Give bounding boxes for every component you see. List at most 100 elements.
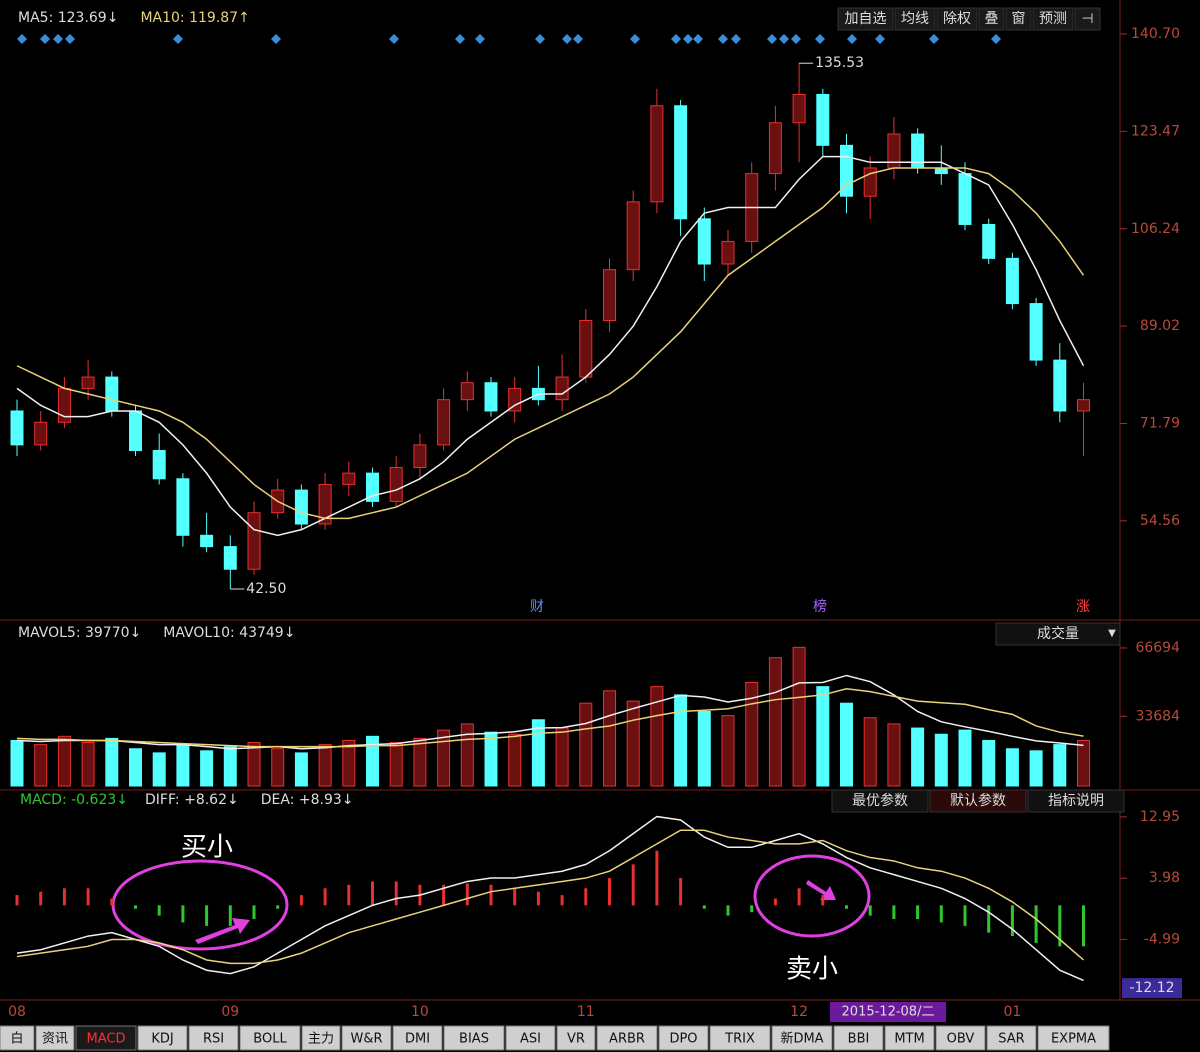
tab-label[interactable]: BBI (848, 1032, 870, 1047)
tab[interactable] (556, 1025, 596, 1051)
toolbar-button-label[interactable]: 除权 (943, 11, 971, 27)
tab[interactable] (596, 1025, 658, 1051)
volume-bar (389, 742, 403, 787)
toolbar-button[interactable] (894, 7, 936, 31)
indicator-button[interactable] (1027, 789, 1125, 813)
volume-bar (863, 717, 877, 787)
toolbar-button[interactable] (1032, 7, 1074, 31)
tab[interactable] (0, 1025, 35, 1051)
tab-label[interactable]: W&R (350, 1032, 382, 1047)
tab[interactable] (443, 1025, 505, 1051)
candle-body (318, 483, 332, 525)
tab-label[interactable]: BOLL (253, 1032, 287, 1047)
tab[interactable] (709, 1025, 771, 1051)
toolbar-button-label[interactable]: 均线 (901, 11, 929, 27)
tab[interactable] (935, 1025, 986, 1051)
dropdown-icon[interactable]: ▼ (1108, 628, 1116, 639)
signal-diamond (562, 34, 572, 44)
annotation-arrow (806, 880, 836, 900)
tab[interactable] (239, 1025, 301, 1051)
y-tick-label: 106.24 (1131, 221, 1180, 237)
tab-label[interactable]: VR (567, 1032, 585, 1047)
toolbar-button[interactable] (1074, 7, 1101, 31)
tab-label[interactable]: DMI (405, 1032, 430, 1047)
y-tick-label: 66694 (1135, 640, 1180, 656)
signal-diamond (847, 34, 857, 44)
tab-label[interactable]: TRIX (724, 1032, 755, 1047)
tab[interactable] (833, 1025, 884, 1051)
tab-label[interactable]: 资讯 (42, 1032, 68, 1047)
tab[interactable] (75, 1025, 137, 1051)
toolbar-button-label[interactable]: ⊣ (1081, 11, 1093, 27)
tab[interactable] (341, 1025, 392, 1051)
y-tick-label: 12.95 (1140, 809, 1180, 825)
legend-entry: MAVOL10: 43749↓ (163, 625, 295, 641)
indicator-button-label[interactable]: 指标说明 (1048, 793, 1104, 809)
toolbar-button-label[interactable]: 加自选 (845, 11, 887, 27)
volume-bar (745, 682, 759, 787)
toolbar-button[interactable] (936, 7, 978, 31)
indicator-select-label[interactable]: 成交量 (1037, 625, 1079, 642)
cursor-date-box (830, 1002, 946, 1022)
volume-bar (958, 729, 972, 787)
tab-label[interactable]: SAR (998, 1032, 1024, 1047)
tab[interactable] (986, 1025, 1037, 1051)
tab[interactable] (137, 1025, 188, 1051)
line-series (16, 687, 1084, 748)
volume-bar (152, 752, 166, 787)
tab-label[interactable]: ASI (520, 1032, 541, 1047)
volume-bar (342, 739, 356, 787)
tab-label[interactable]: EXPMA (1051, 1032, 1096, 1047)
signal-diamond (65, 34, 75, 44)
indicator-button-label[interactable]: 最优参数 (852, 792, 908, 809)
tab-label[interactable]: OBV (947, 1032, 975, 1047)
tab[interactable] (771, 1025, 833, 1051)
tab-label[interactable]: ARBR (609, 1032, 645, 1047)
legend-entry: DEA: +8.93↓ (261, 792, 354, 808)
tab[interactable] (884, 1025, 935, 1051)
toolbar-button-label[interactable]: 窗 (1012, 10, 1026, 27)
indicator-button[interactable] (831, 789, 929, 813)
toolbar-button[interactable] (1005, 7, 1032, 31)
tab[interactable] (188, 1025, 239, 1051)
tab-label[interactable]: 主力 (308, 1032, 334, 1047)
volume-bar (626, 700, 640, 787)
tab[interactable] (505, 1025, 556, 1051)
toolbar-button[interactable] (978, 7, 1005, 31)
volume-bar (650, 686, 664, 787)
tab-label[interactable]: KDJ (151, 1032, 173, 1047)
indicator-select[interactable] (995, 622, 1121, 646)
tab-label[interactable]: MTM (894, 1032, 924, 1047)
toolbar-button[interactable] (837, 7, 894, 31)
tab-label[interactable]: RSI (203, 1032, 224, 1047)
signal-diamond (791, 34, 801, 44)
volume-bar (508, 733, 522, 787)
current-value-box (1122, 978, 1182, 999)
tab-label[interactable]: BIAS (459, 1032, 489, 1047)
y-tick-label: 54.56 (1140, 513, 1180, 529)
indicator-button-label[interactable]: 默认参数 (950, 792, 1006, 809)
annotation-arrow (195, 918, 250, 944)
indicator-button[interactable] (929, 789, 1027, 813)
candle-body (650, 105, 664, 203)
tab-label[interactable]: 白 (10, 1031, 23, 1047)
tab[interactable] (35, 1025, 75, 1051)
line-series (16, 155, 1085, 537)
tab[interactable] (658, 1025, 709, 1051)
candle-body (152, 450, 166, 480)
toolbar-button-label[interactable]: 叠 (985, 11, 999, 27)
volume-bar (887, 723, 901, 787)
tab[interactable] (1037, 1025, 1110, 1051)
tab[interactable] (301, 1025, 341, 1051)
volume-bar (1029, 750, 1043, 787)
volume-bar (1077, 739, 1090, 787)
tab-label[interactable]: MACD (87, 1032, 126, 1047)
toolbar-button-label[interactable]: 预测 (1039, 11, 1067, 27)
tab-label[interactable]: 新DMA (780, 1031, 823, 1047)
volume-bar (768, 657, 782, 787)
candle-body (768, 122, 782, 175)
candle-body (982, 223, 996, 259)
tab[interactable] (392, 1025, 443, 1051)
signal-diamond (693, 34, 703, 44)
tab-label[interactable]: DPO (669, 1032, 697, 1047)
